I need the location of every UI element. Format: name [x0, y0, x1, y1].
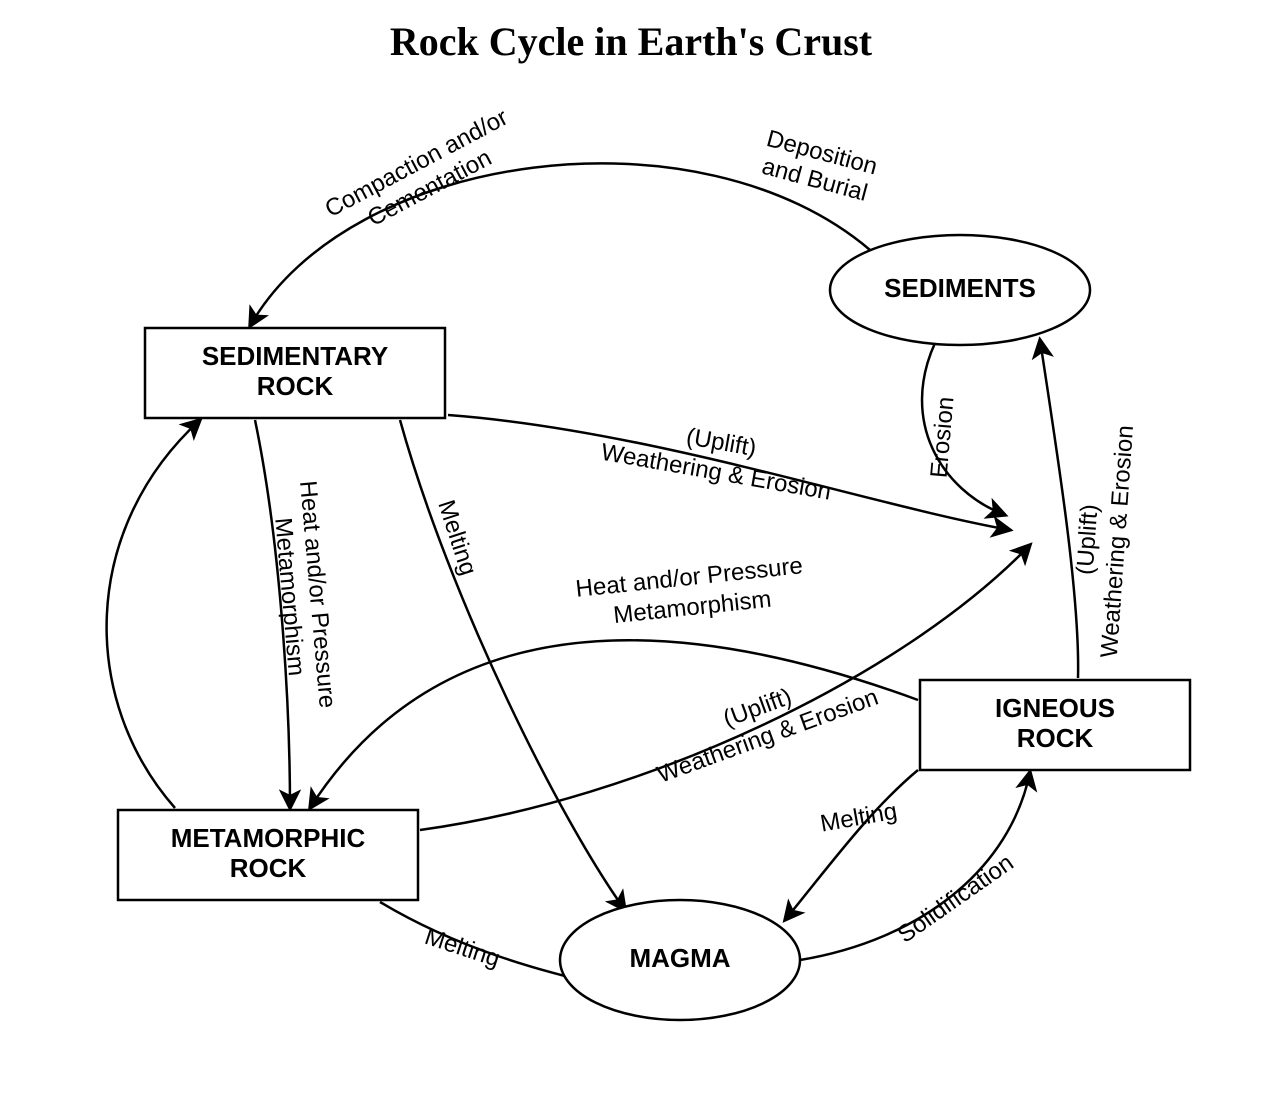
svg-text:SEDIMENTS: SEDIMENTS [884, 273, 1036, 303]
edge-label-sedimentary_to_metamorphic_heat-0: Heat and/or PressureMetamorphism [266, 480, 341, 712]
node-magma: MAGMA [560, 900, 800, 1020]
node-igneous: IGNEOUSROCK [920, 680, 1190, 770]
svg-text:(Uplift): (Uplift) [1072, 503, 1104, 575]
svg-text:MAGMA: MAGMA [629, 943, 730, 973]
edge-label-sediments_erosion_loop-0: Erosion [926, 396, 960, 479]
node-sediments: SEDIMENTS [830, 235, 1090, 345]
node-sedimentary: SEDIMENTARYROCK [145, 328, 445, 418]
svg-text:ROCK: ROCK [1017, 723, 1094, 753]
svg-text:Erosion: Erosion [926, 396, 960, 479]
edge-label-igneous_to_metamorphic_heat-0: Heat and/or PressureMetamorphism [574, 552, 807, 633]
edge-label-igneous_to_magma_melting-0: Melting [818, 798, 899, 838]
svg-text:Weathering & Erosion: Weathering & Erosion [1096, 424, 1139, 658]
svg-text:METAMORPHIC: METAMORPHIC [171, 823, 366, 853]
edge-metamorphic_to_sedimentary_loop [107, 420, 200, 808]
edge-sedimentary_to_magma_melting [400, 420, 625, 910]
edge-label-magma_to_igneous_solidification-0: Solidification [893, 849, 1019, 948]
node-metamorphic: METAMORPHICROCK [118, 810, 418, 900]
edge-label-metamorphic_to_magma_melting-0: Melting [421, 923, 503, 973]
svg-text:Melting: Melting [818, 798, 899, 838]
edge-igneous_to_sediments_uplift [1040, 340, 1078, 678]
svg-text:SEDIMENTARY: SEDIMENTARY [202, 341, 388, 371]
svg-text:ROCK: ROCK [230, 853, 307, 883]
edge-igneous_to_magma_melting [785, 770, 918, 920]
svg-text:Solidification: Solidification [893, 849, 1019, 948]
svg-text:ROCK: ROCK [257, 371, 334, 401]
svg-text:IGNEOUS: IGNEOUS [995, 693, 1115, 723]
svg-text:Melting: Melting [421, 923, 503, 973]
diagram-title: Rock Cycle in Earth's Crust [390, 19, 873, 64]
edge-label-sedimentary_to_sediments_uplift-0: (Uplift)Weathering & Erosion [599, 409, 838, 506]
